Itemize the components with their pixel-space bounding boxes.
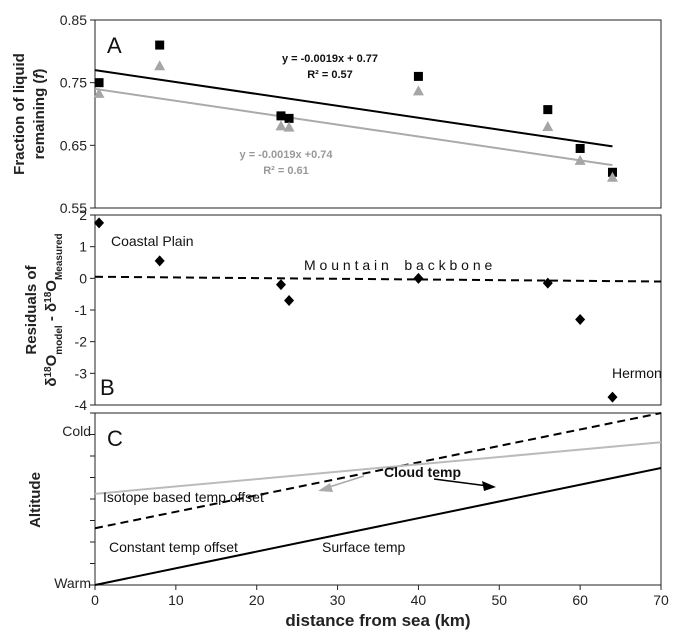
mountain-backbone-label: M o u n t a i n b a c k b o n e bbox=[304, 257, 493, 273]
panel-a-y-label-line2: remaining (f) bbox=[31, 69, 48, 160]
panel-c-minor-ticks bbox=[90, 412, 95, 586]
panel-c-tick-cold: Cold bbox=[62, 423, 91, 439]
panel-c-label: C bbox=[107, 426, 123, 451]
isotope-offset-label: Isotope based temp offset bbox=[103, 489, 264, 505]
x-tick-label: 0 bbox=[91, 592, 99, 608]
x-tick-label: 50 bbox=[491, 592, 507, 608]
y-tick-label: -1 bbox=[75, 302, 88, 318]
data-point-diamond bbox=[154, 255, 165, 267]
data-point-diamond bbox=[284, 295, 295, 306]
y-tick-label: 2 bbox=[79, 207, 87, 223]
y-tick-label: 0.75 bbox=[60, 75, 87, 91]
panel-a: 0.55 0.65 0.75 0.85 A Fraction of liquid re… bbox=[11, 12, 662, 216]
x-axis-ticks: 0 10 20 30 40 50 60 70 bbox=[91, 585, 669, 608]
isotope-offset-line bbox=[94, 441, 662, 495]
panel-a-label: A bbox=[107, 33, 122, 58]
panel-c: Cold Warm Altitude C Cloud temp Isotope … bbox=[27, 412, 662, 591]
panel-a-points bbox=[93, 40, 618, 182]
panel-a-trendlines bbox=[94, 69, 613, 167]
data-point-triangle bbox=[283, 121, 295, 132]
data-point-diamond bbox=[575, 314, 586, 325]
data-point-triangle bbox=[606, 171, 618, 182]
hermon-label: Hermon bbox=[612, 365, 662, 381]
y-tick-label: -2 bbox=[75, 334, 88, 350]
panel-b-zero-line bbox=[94, 275, 662, 283]
data-point-square bbox=[543, 105, 553, 115]
panel-c-y-label: Altitude bbox=[27, 472, 44, 528]
surface-temp-line bbox=[94, 467, 662, 586]
trendline-gray bbox=[94, 87, 613, 167]
cloud-temp-arrow bbox=[433, 478, 489, 487]
y-tick-label: 0.85 bbox=[60, 12, 87, 28]
data-point-square bbox=[276, 111, 286, 121]
isotope-offset-arrowhead bbox=[318, 483, 333, 492]
x-tick-label: 10 bbox=[168, 592, 184, 608]
data-point-diamond bbox=[413, 272, 424, 284]
data-point-triangle bbox=[574, 154, 586, 165]
x-axis-label: distance from sea (km) bbox=[285, 611, 470, 630]
data-point-diamond bbox=[94, 217, 105, 229]
y-tick-label: 0.65 bbox=[60, 137, 87, 153]
panel-a-y-label-line1: Fraction of liquid bbox=[11, 53, 28, 175]
data-point-triangle bbox=[154, 60, 166, 71]
data-point-triangle bbox=[412, 85, 424, 96]
x-tick-label: 40 bbox=[411, 592, 427, 608]
y-tick-label: 0 bbox=[79, 270, 87, 286]
x-tick-label: 20 bbox=[249, 592, 265, 608]
cloud-temp-line bbox=[94, 412, 662, 530]
data-point-triangle bbox=[275, 120, 287, 131]
panel-c-lines bbox=[94, 412, 662, 586]
trendline-black-equation: y = -0.0019x + 0.77 bbox=[282, 53, 378, 65]
trendline-black bbox=[94, 69, 613, 148]
data-point-diamond bbox=[275, 279, 286, 291]
cloud-temp-arrowhead bbox=[482, 481, 496, 491]
y-tick-label: 1 bbox=[79, 239, 87, 255]
panel-c-tick-warm: Warm bbox=[54, 575, 91, 591]
data-point-diamond bbox=[542, 277, 553, 289]
panel-b-points bbox=[94, 217, 618, 403]
y-tick-label: -3 bbox=[75, 365, 88, 381]
data-point-square bbox=[155, 40, 165, 50]
data-point-triangle bbox=[93, 87, 105, 98]
data-point-diamond bbox=[607, 391, 618, 403]
trendline-gray-r2: R² = 0.61 bbox=[263, 165, 309, 177]
data-point-square bbox=[94, 78, 104, 88]
x-tick-label: 70 bbox=[653, 592, 669, 608]
surface-temp-label: Surface temp bbox=[322, 539, 405, 555]
panel-b-y-label-line2: δ18Omodel - δ18OMeasured bbox=[43, 233, 65, 386]
panel-b: -4 -3 -2 -1 0 1 2 Residuals of δ18Omodel - δ18… bbox=[23, 207, 662, 413]
x-tick-label: 30 bbox=[330, 592, 346, 608]
data-point-square bbox=[413, 71, 423, 81]
panel-b-y-ticks: -4 -3 -2 -1 0 1 2 bbox=[75, 207, 95, 413]
cloud-temp-label: Cloud temp bbox=[384, 464, 461, 480]
isotope-offset-arrow bbox=[325, 475, 365, 489]
panel-b-label: B bbox=[100, 375, 115, 400]
panel-b-y-label-line1: Residuals of bbox=[23, 264, 40, 354]
panel-a-y-ticks: 0.55 0.65 0.75 0.85 bbox=[60, 12, 95, 216]
y-tick-label: 0.55 bbox=[60, 200, 87, 216]
residual-zero-line bbox=[94, 275, 662, 283]
data-point-square bbox=[575, 143, 585, 153]
data-point-square bbox=[284, 113, 294, 123]
coastal-plain-label: Coastal Plain bbox=[111, 233, 194, 249]
constant-offset-label: Constant temp offset bbox=[109, 539, 238, 555]
y-tick-label: -4 bbox=[75, 397, 88, 413]
trendline-black-r2: R² = 0.57 bbox=[307, 69, 353, 81]
data-point-triangle bbox=[542, 121, 554, 132]
panel-a-frame bbox=[94, 19, 662, 209]
trendline-gray-equation: y = -0.0019x +0.74 bbox=[240, 149, 334, 161]
x-tick-label: 60 bbox=[572, 592, 588, 608]
